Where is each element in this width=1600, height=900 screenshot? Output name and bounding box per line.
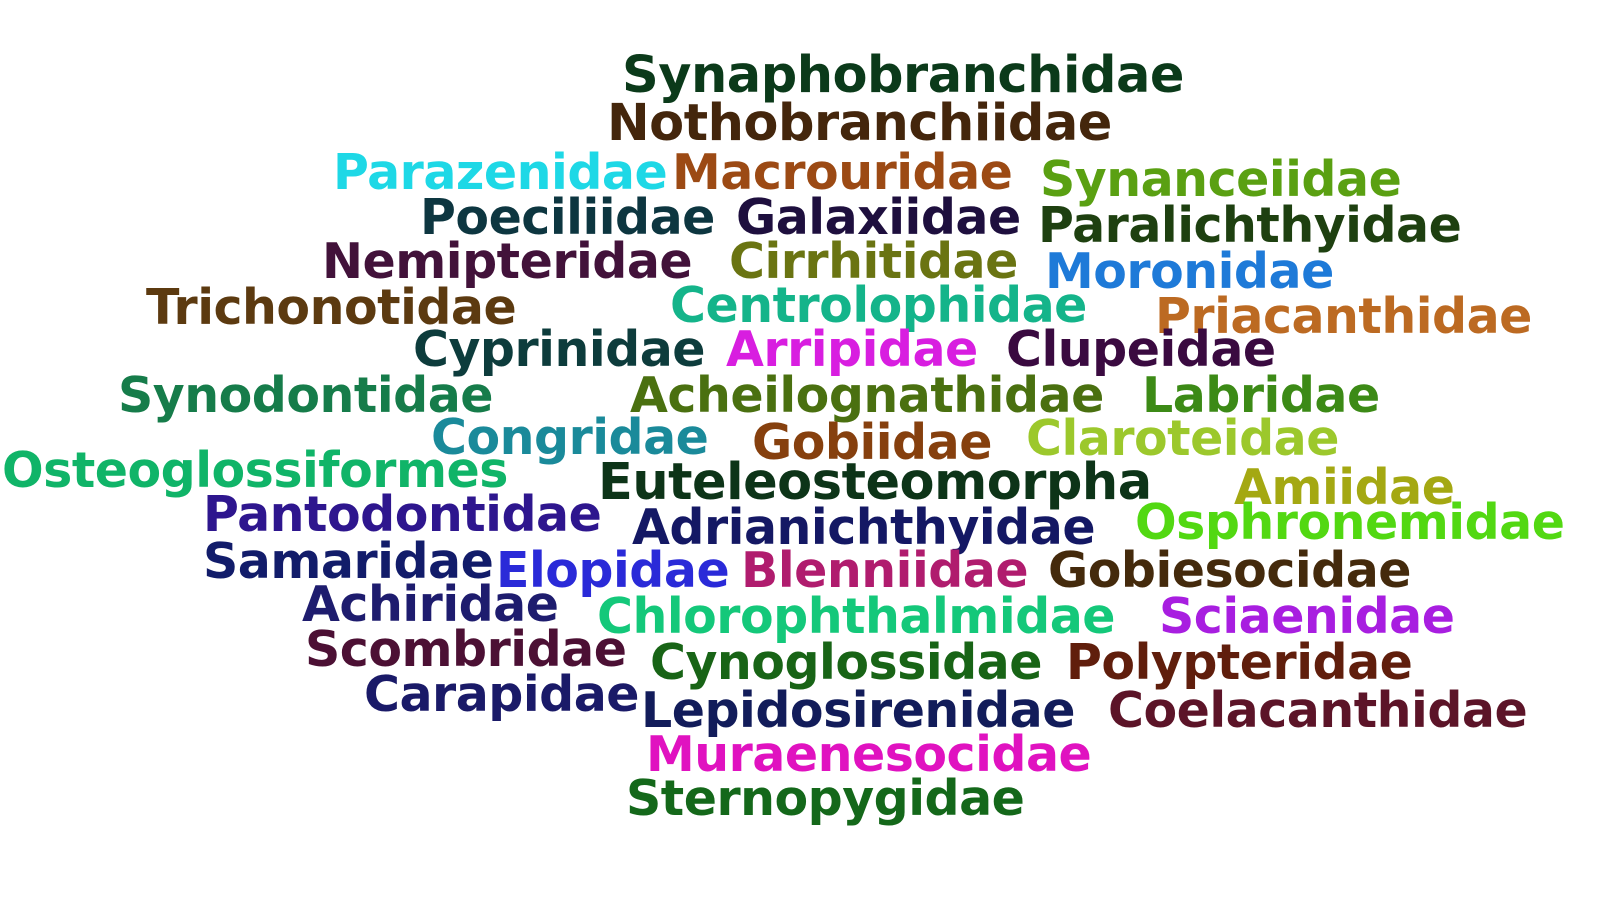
word: Clupeidae: [1006, 321, 1276, 378]
word: Parazenidae: [333, 144, 668, 201]
word: Euteleosteomorpha: [598, 453, 1152, 512]
word: Sciaenidae: [1159, 588, 1455, 645]
word: Claroteidae: [1026, 410, 1339, 467]
word: Labridae: [1142, 367, 1380, 424]
word: Muraenesocidae: [646, 726, 1092, 783]
word: Paralichthyidae: [1038, 197, 1462, 254]
word: Gobiesocidae: [1048, 542, 1412, 599]
word: Trichonotidae: [146, 279, 517, 336]
word: Arripidae: [726, 321, 978, 378]
word: Centrolophidae: [670, 277, 1087, 334]
word: Synaphobranchidae: [622, 46, 1184, 105]
word: Cynoglossidae: [650, 634, 1042, 691]
word: Synanceiidae: [1040, 151, 1402, 208]
word: Cirrhitidae: [729, 233, 1018, 290]
word: Carapidae: [364, 666, 640, 723]
word: Gobiidae: [752, 414, 992, 471]
word: Macrouridae: [672, 144, 1013, 201]
word: Priacanthidae: [1155, 288, 1532, 345]
word: Achiridae: [302, 576, 559, 633]
word: Adrianichthyidae: [632, 499, 1096, 556]
word: Lepidosirenidae: [641, 682, 1075, 739]
word: Cyprinidae: [413, 321, 706, 378]
word: Polypteridae: [1066, 634, 1413, 691]
word: Congridae: [431, 409, 709, 466]
word: Elopidae: [496, 542, 730, 599]
word: Osteoglossiformes: [2, 442, 508, 499]
word: Sternopygidae: [626, 770, 1025, 827]
word: Poeciliidae: [420, 189, 715, 246]
word: Nothobranchiidae: [607, 94, 1112, 153]
word: Coelacanthidae: [1108, 682, 1528, 739]
word: Synodontidae: [118, 367, 494, 424]
word: Blenniidae: [741, 542, 1029, 599]
word: Chlorophthalmidae: [597, 588, 1116, 645]
word: Osphronemidae: [1135, 494, 1565, 551]
word: Scombridae: [305, 621, 627, 678]
word: Samaridae: [203, 533, 494, 590]
word: Amiidae: [1234, 459, 1455, 516]
word: Pantodontidae: [203, 486, 602, 543]
word: Galaxiidae: [736, 189, 1021, 246]
word: Moronidae: [1045, 243, 1334, 300]
word: Acheilognathidae: [630, 367, 1104, 424]
word: Nemipteridae: [322, 233, 693, 290]
